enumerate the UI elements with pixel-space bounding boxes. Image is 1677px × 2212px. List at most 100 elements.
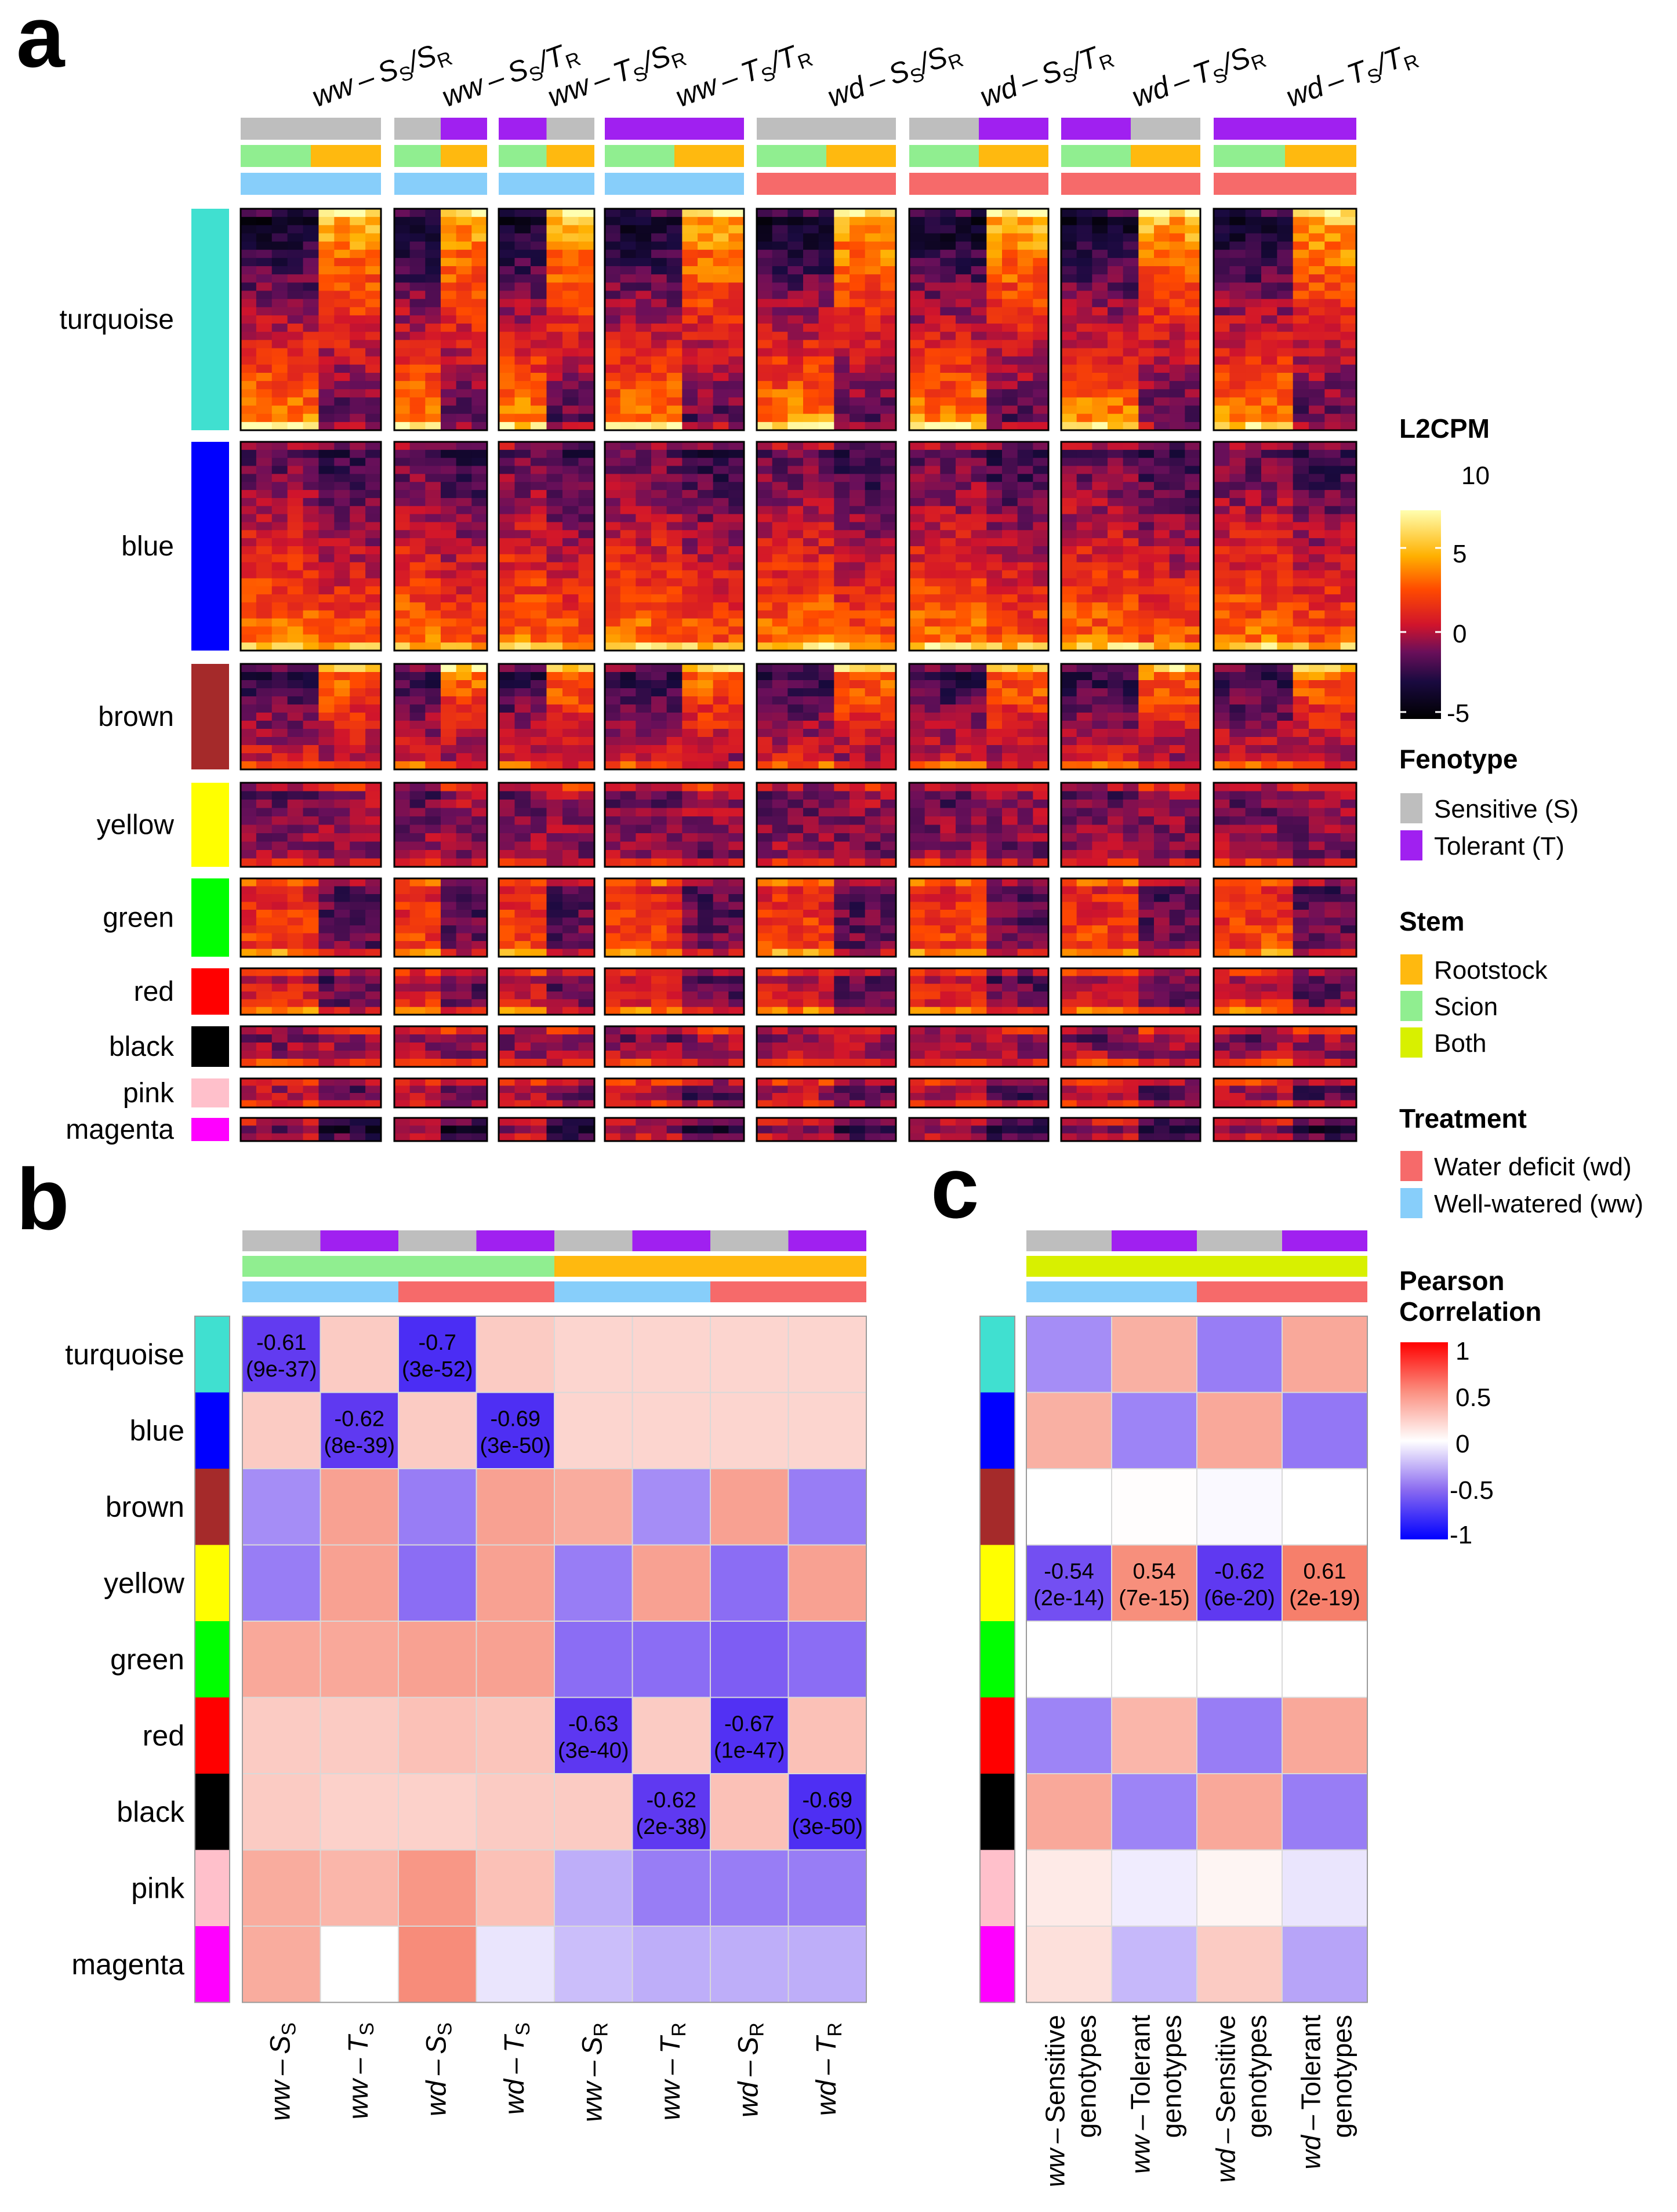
correlation-cell	[1026, 1392, 1112, 1469]
heatmap-block	[604, 1117, 745, 1142]
heatmap-block	[1213, 1025, 1357, 1068]
correlation-cell	[1196, 1316, 1283, 1393]
correlation-cell	[398, 1468, 477, 1546]
correlation-cell	[631, 1316, 711, 1393]
heatmap-block	[239, 208, 382, 431]
module-label: yellow	[104, 1567, 185, 1599]
stem-annotation	[826, 145, 896, 167]
legend-swatch-both	[1400, 1027, 1422, 1058]
heatmap-block	[239, 1077, 382, 1109]
heatmap-block	[908, 1025, 1050, 1068]
legend-stem-item: Scion	[1434, 993, 1498, 1021]
heatmap-block	[498, 208, 596, 431]
module-color-bar	[195, 1850, 230, 1926]
heatmap-block	[239, 782, 382, 868]
legend-stem-item: Both	[1434, 1029, 1487, 1058]
correlation-cell	[320, 1926, 399, 2003]
correlation-cell	[1111, 1544, 1197, 1622]
fenotype-annotation	[476, 1230, 554, 1251]
legend-pearson-tick: -1	[1450, 1521, 1472, 1549]
fenotype-annotation	[242, 1230, 321, 1251]
heatmap-block	[1060, 663, 1202, 771]
stem-annotation	[1061, 145, 1131, 167]
legend-swatch-wd	[1400, 1151, 1422, 1181]
module-label: black	[117, 1796, 185, 1828]
fenotype-annotation	[499, 118, 547, 140]
legend-treatment-item: Well-watered (ww)	[1434, 1190, 1643, 1218]
correlation-cell	[398, 1849, 477, 1927]
correlation-cell	[1282, 1697, 1368, 1774]
correlation-cell	[242, 1621, 321, 1698]
heatmap-block	[393, 782, 488, 868]
group-title-label: wd – TS/TR	[1282, 37, 1422, 117]
correlation-cell	[242, 1468, 321, 1546]
legend-fenotype-item: Sensitive (S)	[1434, 795, 1578, 823]
legend: L2CPM 10 5 0 -5 Fenotype Sensitive (S) T…	[1399, 413, 1643, 1549]
correlation-cell	[1196, 1773, 1283, 1851]
correlation-cell	[320, 1392, 399, 1469]
module-label: brown	[106, 1491, 184, 1523]
treatment-annotation	[1197, 1281, 1282, 1302]
heatmap-block	[756, 1077, 897, 1109]
correlation-cell	[554, 1544, 633, 1622]
correlation-pvalue: (2e-38)	[636, 1815, 707, 1839]
correlation-cell	[320, 1849, 399, 1927]
correlation-cell	[242, 1392, 321, 1469]
module-color-bar	[195, 1697, 230, 1774]
stem-annotation	[632, 1256, 710, 1277]
module-label: black	[109, 1031, 175, 1062]
module-color-bar	[191, 209, 229, 430]
correlation-cell	[320, 1468, 399, 1546]
legend-l2cpm-tick: 5	[1453, 540, 1467, 568]
treatment-annotation	[1061, 173, 1200, 195]
treatment-annotation	[632, 1281, 710, 1302]
correlation-cell	[1111, 1468, 1197, 1546]
correlation-value: -0.7	[419, 1331, 456, 1355]
heatmap-block	[604, 877, 745, 958]
module-color-bar	[195, 1392, 230, 1469]
correlation-cell	[631, 1468, 711, 1546]
heatmap-block	[498, 967, 596, 1016]
correlation-cell	[398, 1697, 477, 1774]
stem-annotation	[241, 145, 311, 167]
correlation-cell	[787, 1544, 867, 1622]
treatment-annotation	[1112, 1281, 1197, 1302]
correlation-cell	[398, 1392, 477, 1469]
correlation-cell	[1282, 1468, 1368, 1546]
correlation-cell	[475, 1544, 555, 1622]
column-label: genotypes	[1242, 2015, 1272, 2138]
heatmap-block	[239, 1025, 382, 1068]
correlation-cell	[710, 1697, 789, 1774]
stem-annotation	[554, 1256, 633, 1277]
heatmap-block	[393, 1077, 488, 1109]
correlation-cell	[398, 1621, 477, 1698]
correlation-cell	[242, 1773, 321, 1851]
module-color-bar	[195, 1545, 230, 1621]
heatmap-block	[756, 663, 897, 771]
stem-annotation	[979, 145, 1048, 167]
panel-b-heatmap: turquoise blue brown yellow green red black pin…	[65, 1230, 867, 2122]
module-color-bar	[980, 1850, 1015, 1926]
fenotype-annotation	[909, 118, 979, 140]
fenotype-annotation	[605, 118, 744, 140]
heatmap-block	[908, 877, 1050, 958]
correlation-cell	[398, 1926, 477, 2003]
stem-annotation	[1112, 1256, 1197, 1277]
treatment-annotation	[1282, 1281, 1367, 1302]
treatment-annotation	[909, 173, 1048, 195]
group-title-label: ww – TS/SR	[543, 34, 689, 117]
treatment-annotation	[398, 1281, 477, 1302]
correlation-cell	[1111, 1316, 1197, 1393]
correlation-cell	[1196, 1621, 1283, 1698]
correlation-cell	[710, 1926, 789, 2003]
heatmap-block	[604, 1025, 745, 1068]
legend-swatch-sensitive	[1400, 793, 1422, 823]
group-title-label: wd – SS/SR	[823, 35, 967, 117]
heatmap-block	[604, 208, 745, 431]
column-label: genotypes	[1327, 2015, 1357, 2138]
fenotype-annotation	[394, 118, 441, 140]
module-color-bar	[191, 878, 229, 957]
stem-annotation	[311, 145, 381, 167]
stem-annotation	[476, 1256, 554, 1277]
correlation-pvalue: (6e-20)	[1204, 1586, 1275, 1610]
